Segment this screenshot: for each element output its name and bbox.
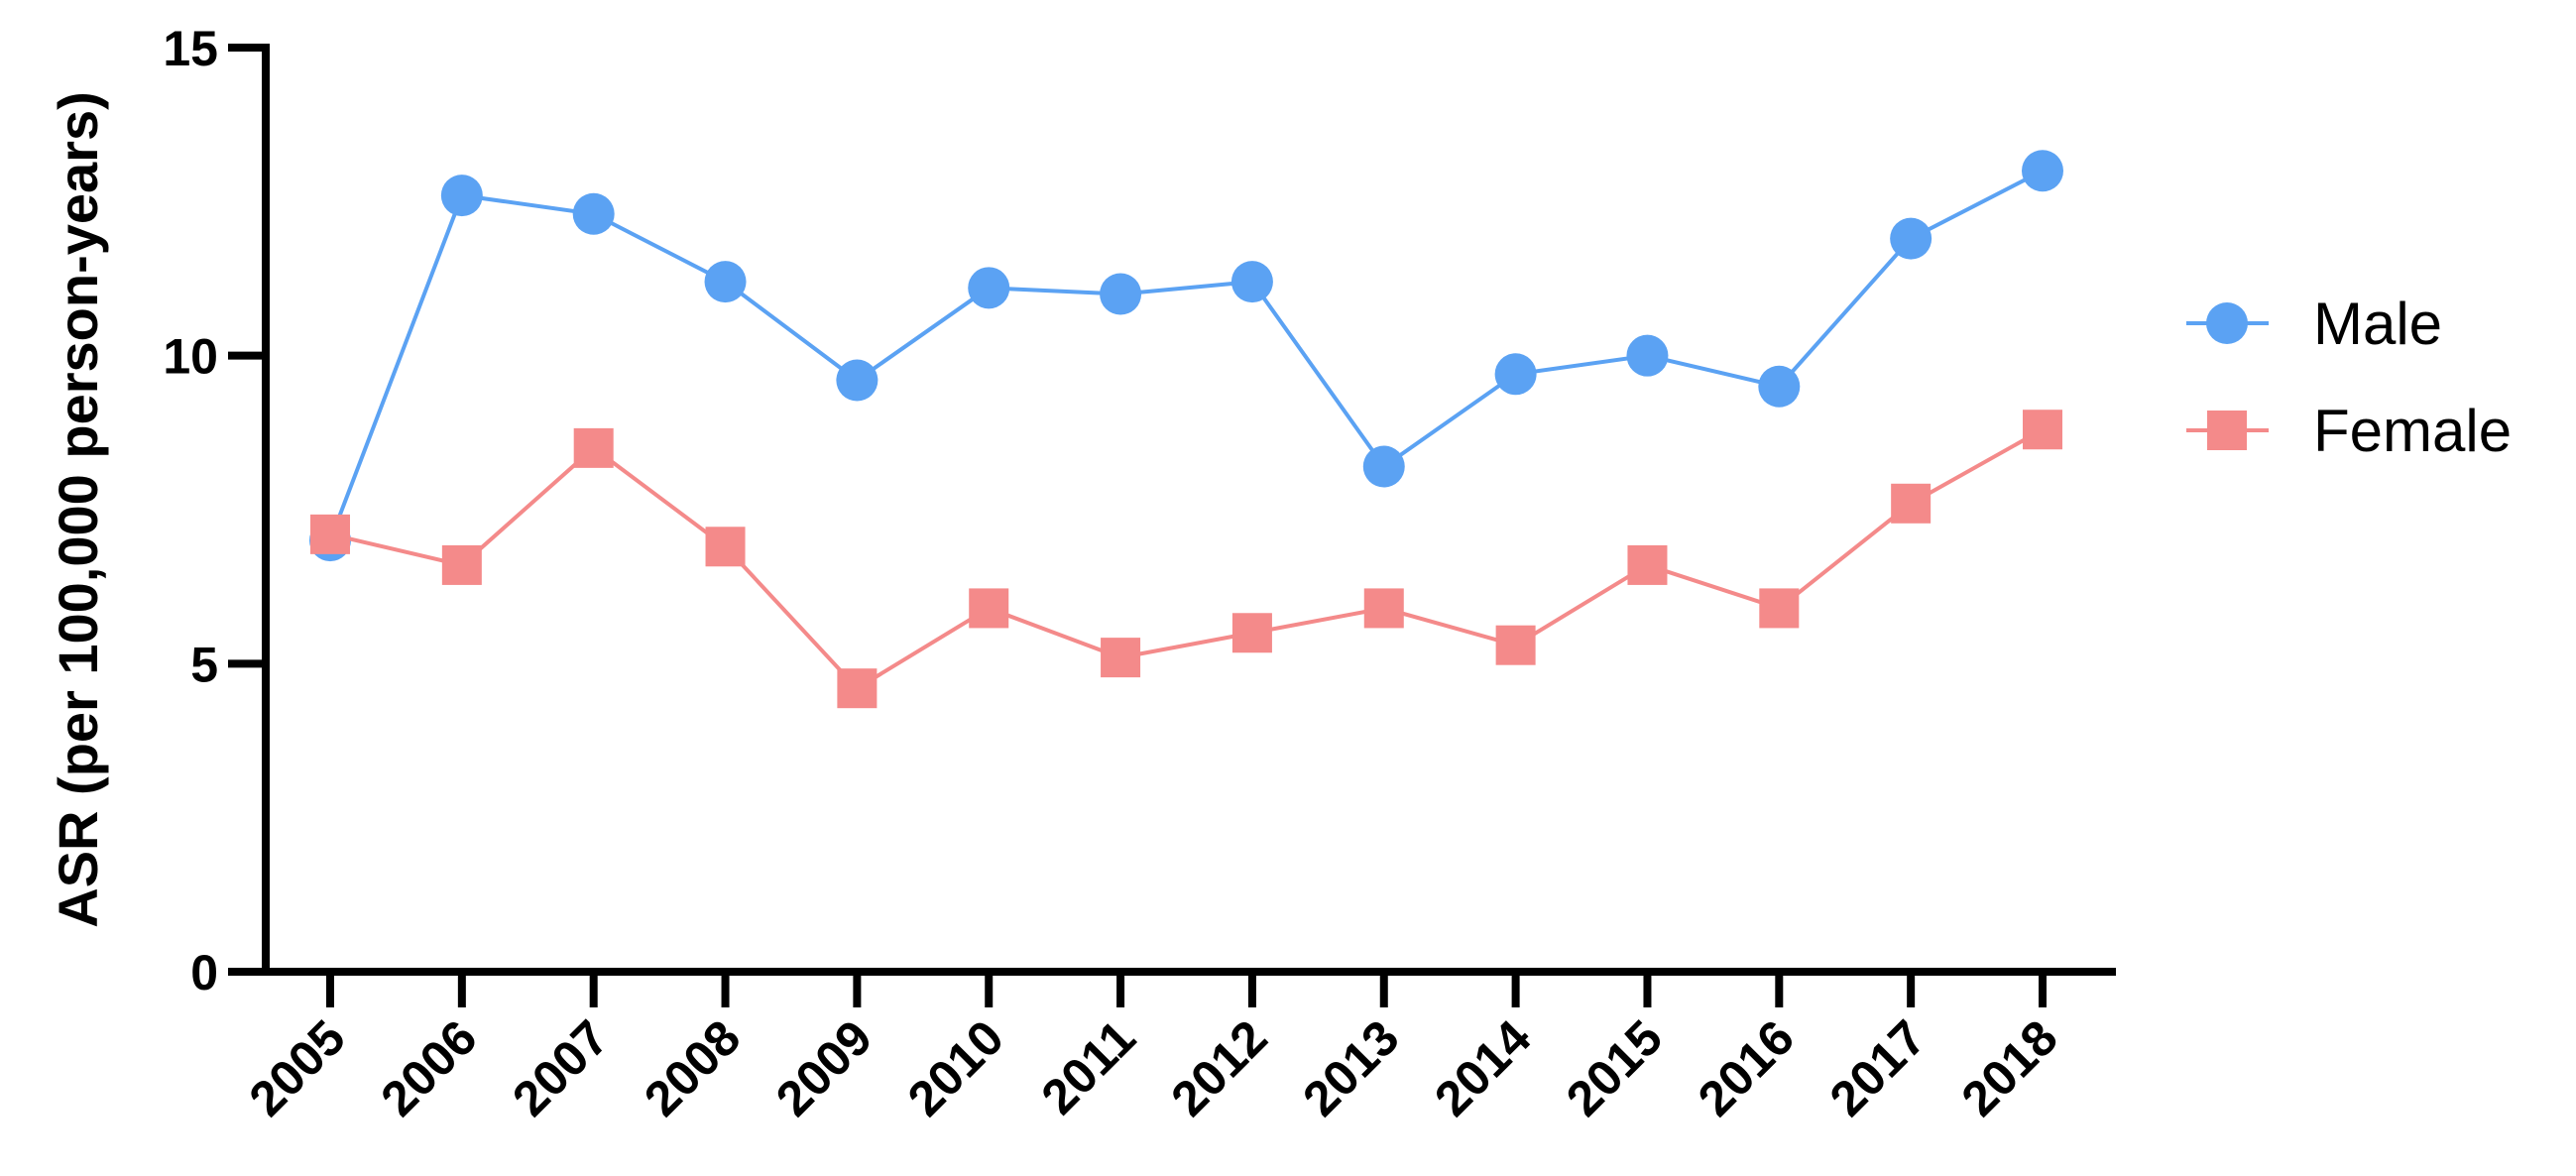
- female-point: [1363, 588, 1404, 629]
- x-tick-label: 2014: [1424, 1009, 1541, 1126]
- male-point: [1100, 273, 1142, 315]
- y-tick-label: 0: [190, 945, 218, 1000]
- y-tick-label: 5: [190, 637, 218, 692]
- x-tick-label: 2012: [1160, 1009, 1277, 1126]
- x-tick-label: 2007: [502, 1009, 619, 1126]
- x-tick-label: 2018: [1951, 1009, 2068, 1126]
- female-point: [1495, 625, 1536, 665]
- female-point: [441, 544, 482, 585]
- legend-label: Female: [2313, 398, 2512, 464]
- female-point: [1231, 613, 1272, 653]
- legend-marker: [2206, 302, 2248, 344]
- male-point: [1494, 353, 1537, 396]
- legend-item-female: Female: [2186, 398, 2512, 464]
- x-tick-label: 2006: [370, 1009, 487, 1126]
- female-point: [837, 668, 878, 709]
- x-tick-label: 2011: [1031, 1009, 1146, 1124]
- y-tick-label: 15: [163, 21, 218, 76]
- series-female: [310, 410, 2062, 709]
- legend: Male Female: [2186, 291, 2512, 464]
- x-tick-label: 2013: [1292, 1009, 1409, 1126]
- male-point: [572, 192, 615, 235]
- series-male: [309, 150, 2063, 562]
- legend-label: Male: [2313, 291, 2442, 357]
- x-tick-label: 2008: [634, 1009, 751, 1126]
- female-point: [705, 527, 746, 567]
- female-point: [1759, 588, 1800, 629]
- female-point: [1101, 638, 1141, 678]
- male-point: [1626, 334, 1669, 377]
- female-line: [329, 427, 2044, 691]
- x-tick-label: 2005: [239, 1009, 356, 1126]
- male-point: [968, 267, 1010, 309]
- female-point: [1627, 544, 1668, 585]
- legend-item-male: Male: [2186, 291, 2442, 357]
- male-point: [2022, 150, 2063, 192]
- female-point: [2023, 410, 2062, 450]
- male-point: [1362, 445, 1405, 488]
- male-point: [1758, 365, 1801, 408]
- x-tick-label: 2009: [765, 1009, 882, 1126]
- female-point: [573, 427, 614, 468]
- female-point: [969, 588, 1009, 629]
- x-tick-label: 2015: [1556, 1009, 1673, 1126]
- axes: [262, 44, 2116, 976]
- male-point: [836, 359, 878, 402]
- y-axis-label: ASR (per 100,000 person-years): [47, 91, 109, 928]
- x-tick-label: 2016: [1688, 1009, 1805, 1126]
- data-series: [309, 150, 2063, 709]
- male-point: [704, 261, 747, 303]
- legend-marker: [2207, 411, 2247, 450]
- male-point: [1890, 217, 1932, 260]
- male-line: [328, 169, 2044, 541]
- male-point: [440, 175, 483, 217]
- male-point: [1230, 261, 1273, 303]
- female-point: [310, 514, 350, 554]
- y-tick-label: 10: [163, 329, 218, 385]
- x-tick-label: 2017: [1819, 1009, 1936, 1126]
- x-tick-label: 2010: [897, 1009, 1014, 1126]
- female-point: [1891, 483, 1932, 524]
